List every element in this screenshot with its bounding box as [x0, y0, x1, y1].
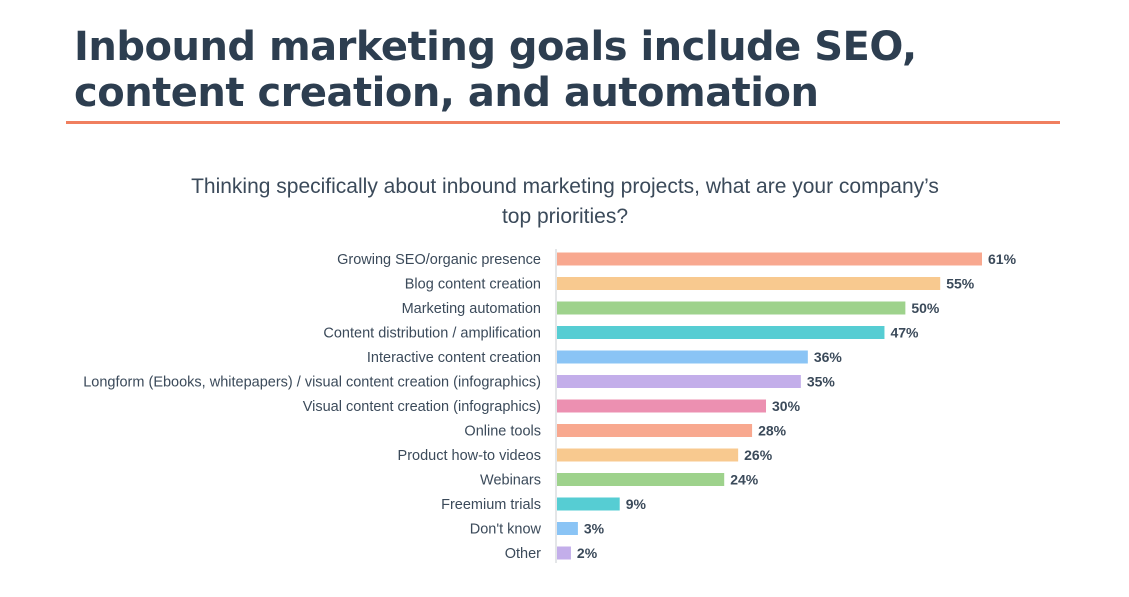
- value-label: 36%: [814, 349, 843, 365]
- category-label: Product how-to videos: [398, 448, 541, 464]
- category-label: Visual content creation (infographics): [303, 399, 541, 415]
- value-label: 35%: [807, 374, 836, 390]
- bar: [557, 448, 739, 462]
- bar: [557, 497, 620, 511]
- bar: [557, 424, 753, 437]
- bars-group: Growing SEO/organic presence 61% Blog cont…: [83, 251, 1016, 562]
- headline-divider: [66, 121, 1060, 124]
- value-label: 26%: [744, 447, 773, 463]
- bar: [557, 252, 982, 266]
- chart-title: Thinking specifically about inbound mark…: [191, 175, 939, 228]
- bar: [557, 350, 808, 364]
- value-label: 47%: [890, 325, 919, 341]
- value-label: 9%: [626, 496, 647, 512]
- bar: [557, 326, 885, 339]
- category-label: Content distribution / amplification: [323, 326, 541, 342]
- category-label: Longform (Ebooks, whitepapers) / visual …: [83, 375, 541, 391]
- value-label: 55%: [946, 276, 975, 292]
- bar: [557, 546, 571, 560]
- value-label: 28%: [758, 423, 787, 439]
- bar: [557, 301, 906, 315]
- category-label: Online tools: [464, 424, 541, 440]
- value-label: 2%: [577, 545, 598, 561]
- category-label: Other: [505, 546, 541, 562]
- value-label: 3%: [584, 521, 605, 537]
- category-label: Interactive content creation: [367, 350, 541, 366]
- bar: [557, 473, 725, 486]
- value-label: 30%: [772, 398, 801, 414]
- category-label: Webinars: [480, 473, 541, 489]
- bar: [557, 277, 941, 290]
- value-label: 50%: [911, 300, 940, 316]
- bar: [557, 522, 578, 535]
- bar: [557, 375, 801, 388]
- category-label: Don't know: [470, 522, 542, 538]
- value-label: 61%: [988, 251, 1017, 267]
- bar: [557, 399, 767, 413]
- headline: Inbound marketing goals include SEO, con…: [74, 24, 917, 116]
- category-label: Growing SEO/organic presence: [337, 252, 541, 268]
- category-label: Blog content creation: [405, 277, 541, 293]
- category-label: Freemium trials: [441, 497, 541, 513]
- category-label: Marketing automation: [402, 301, 541, 317]
- value-label: 24%: [730, 472, 759, 488]
